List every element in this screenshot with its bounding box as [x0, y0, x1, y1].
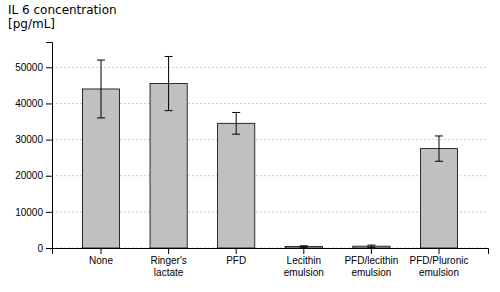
y-tick-mark [46, 248, 52, 249]
error-bar [367, 245, 375, 247]
y-tick-mark [46, 176, 52, 177]
error-bar [97, 60, 105, 118]
y-axis-line [46, 43, 53, 249]
x-tick-label-line: PFD/Pluronic [410, 255, 469, 266]
x-tick-label-line: emulsion [351, 267, 391, 278]
chart-title-line: [pg/mL] [8, 17, 55, 31]
y-tick-mark [46, 212, 52, 213]
grid [52, 67, 488, 248]
chart-svg: 0 10000 20000 30000 40000 50000 None Ringer'sla… [0, 0, 500, 292]
x-tick-mark [303, 248, 304, 254]
chart-container: 0 10000 20000 30000 40000 50000 None Ringer'sla… [0, 0, 500, 292]
x-tick-label-line: Lecithin [287, 255, 321, 266]
y-tick-label: 0 [37, 243, 43, 254]
x-axis-line [53, 249, 489, 255]
y-axis: 0 10000 20000 30000 40000 50000 [15, 43, 52, 254]
y-tick-label: 50000 [15, 62, 43, 73]
chart-title-line: IL 6 concentration [8, 3, 117, 17]
x-tick: PFD/Pluronicemulsion [410, 248, 469, 278]
x-tick-label-line: None [89, 255, 113, 266]
x-tick: PFD [226, 248, 246, 266]
error-bar [232, 112, 240, 134]
x-tick-label-line: emulsion [284, 267, 324, 278]
error-bar [300, 246, 308, 247]
y-tick-label: 10000 [15, 207, 43, 218]
x-tick-label-line: emulsion [419, 267, 459, 278]
x-tick-label: None [89, 255, 113, 266]
bar [285, 247, 322, 248]
y-tick: 0 [37, 243, 52, 254]
y-tick: 50000 [15, 62, 52, 73]
x-tick-label-line: PFD/lecithin [344, 255, 398, 266]
x-tick-label: PFD [226, 255, 246, 266]
y-tick-label: 20000 [15, 170, 43, 181]
x-tick-mark [168, 248, 169, 254]
bar [218, 123, 255, 248]
x-tick-label: Ringer'slactate [150, 255, 186, 278]
y-tick: 40000 [15, 98, 52, 109]
x-tick-label-line: lactate [154, 267, 184, 278]
y-tick-mark [46, 103, 52, 104]
x-tick-label: PFD/lecithinemulsion [344, 255, 398, 278]
x-tick-mark [101, 248, 102, 254]
error-bar [165, 56, 173, 110]
x-tick-label-line: PFD [226, 255, 246, 266]
x-tick-label-line: Ringer's [150, 255, 186, 266]
y-tick-mark [46, 67, 52, 68]
y-tick-label: 30000 [15, 134, 43, 145]
chart-title: IL 6 concentration[pg/mL] [8, 3, 117, 31]
y-tick-mark [46, 140, 52, 141]
x-tick-mark [371, 248, 372, 254]
x-tick-label: Lecithinemulsion [284, 255, 324, 278]
y-tick: 20000 [15, 170, 52, 181]
y-tick: 30000 [15, 134, 52, 145]
plot-area [82, 56, 457, 248]
y-tick-label: 40000 [15, 98, 43, 109]
x-tick-label: PFD/Pluronicemulsion [410, 255, 469, 278]
grid-line [52, 67, 488, 68]
error-bar [435, 136, 443, 161]
x-tick: Ringer'slactate [150, 248, 186, 278]
x-axis: NoneRinger'slactatePFDLecithinemulsionPF… [53, 248, 489, 278]
x-tick-mark [438, 248, 439, 254]
x-tick: Lecithinemulsion [284, 248, 324, 278]
x-tick: None [89, 248, 113, 266]
x-tick-mark [236, 248, 237, 254]
x-tick: PFD/lecithinemulsion [344, 248, 398, 278]
bar [420, 149, 457, 248]
y-tick: 10000 [15, 207, 52, 218]
